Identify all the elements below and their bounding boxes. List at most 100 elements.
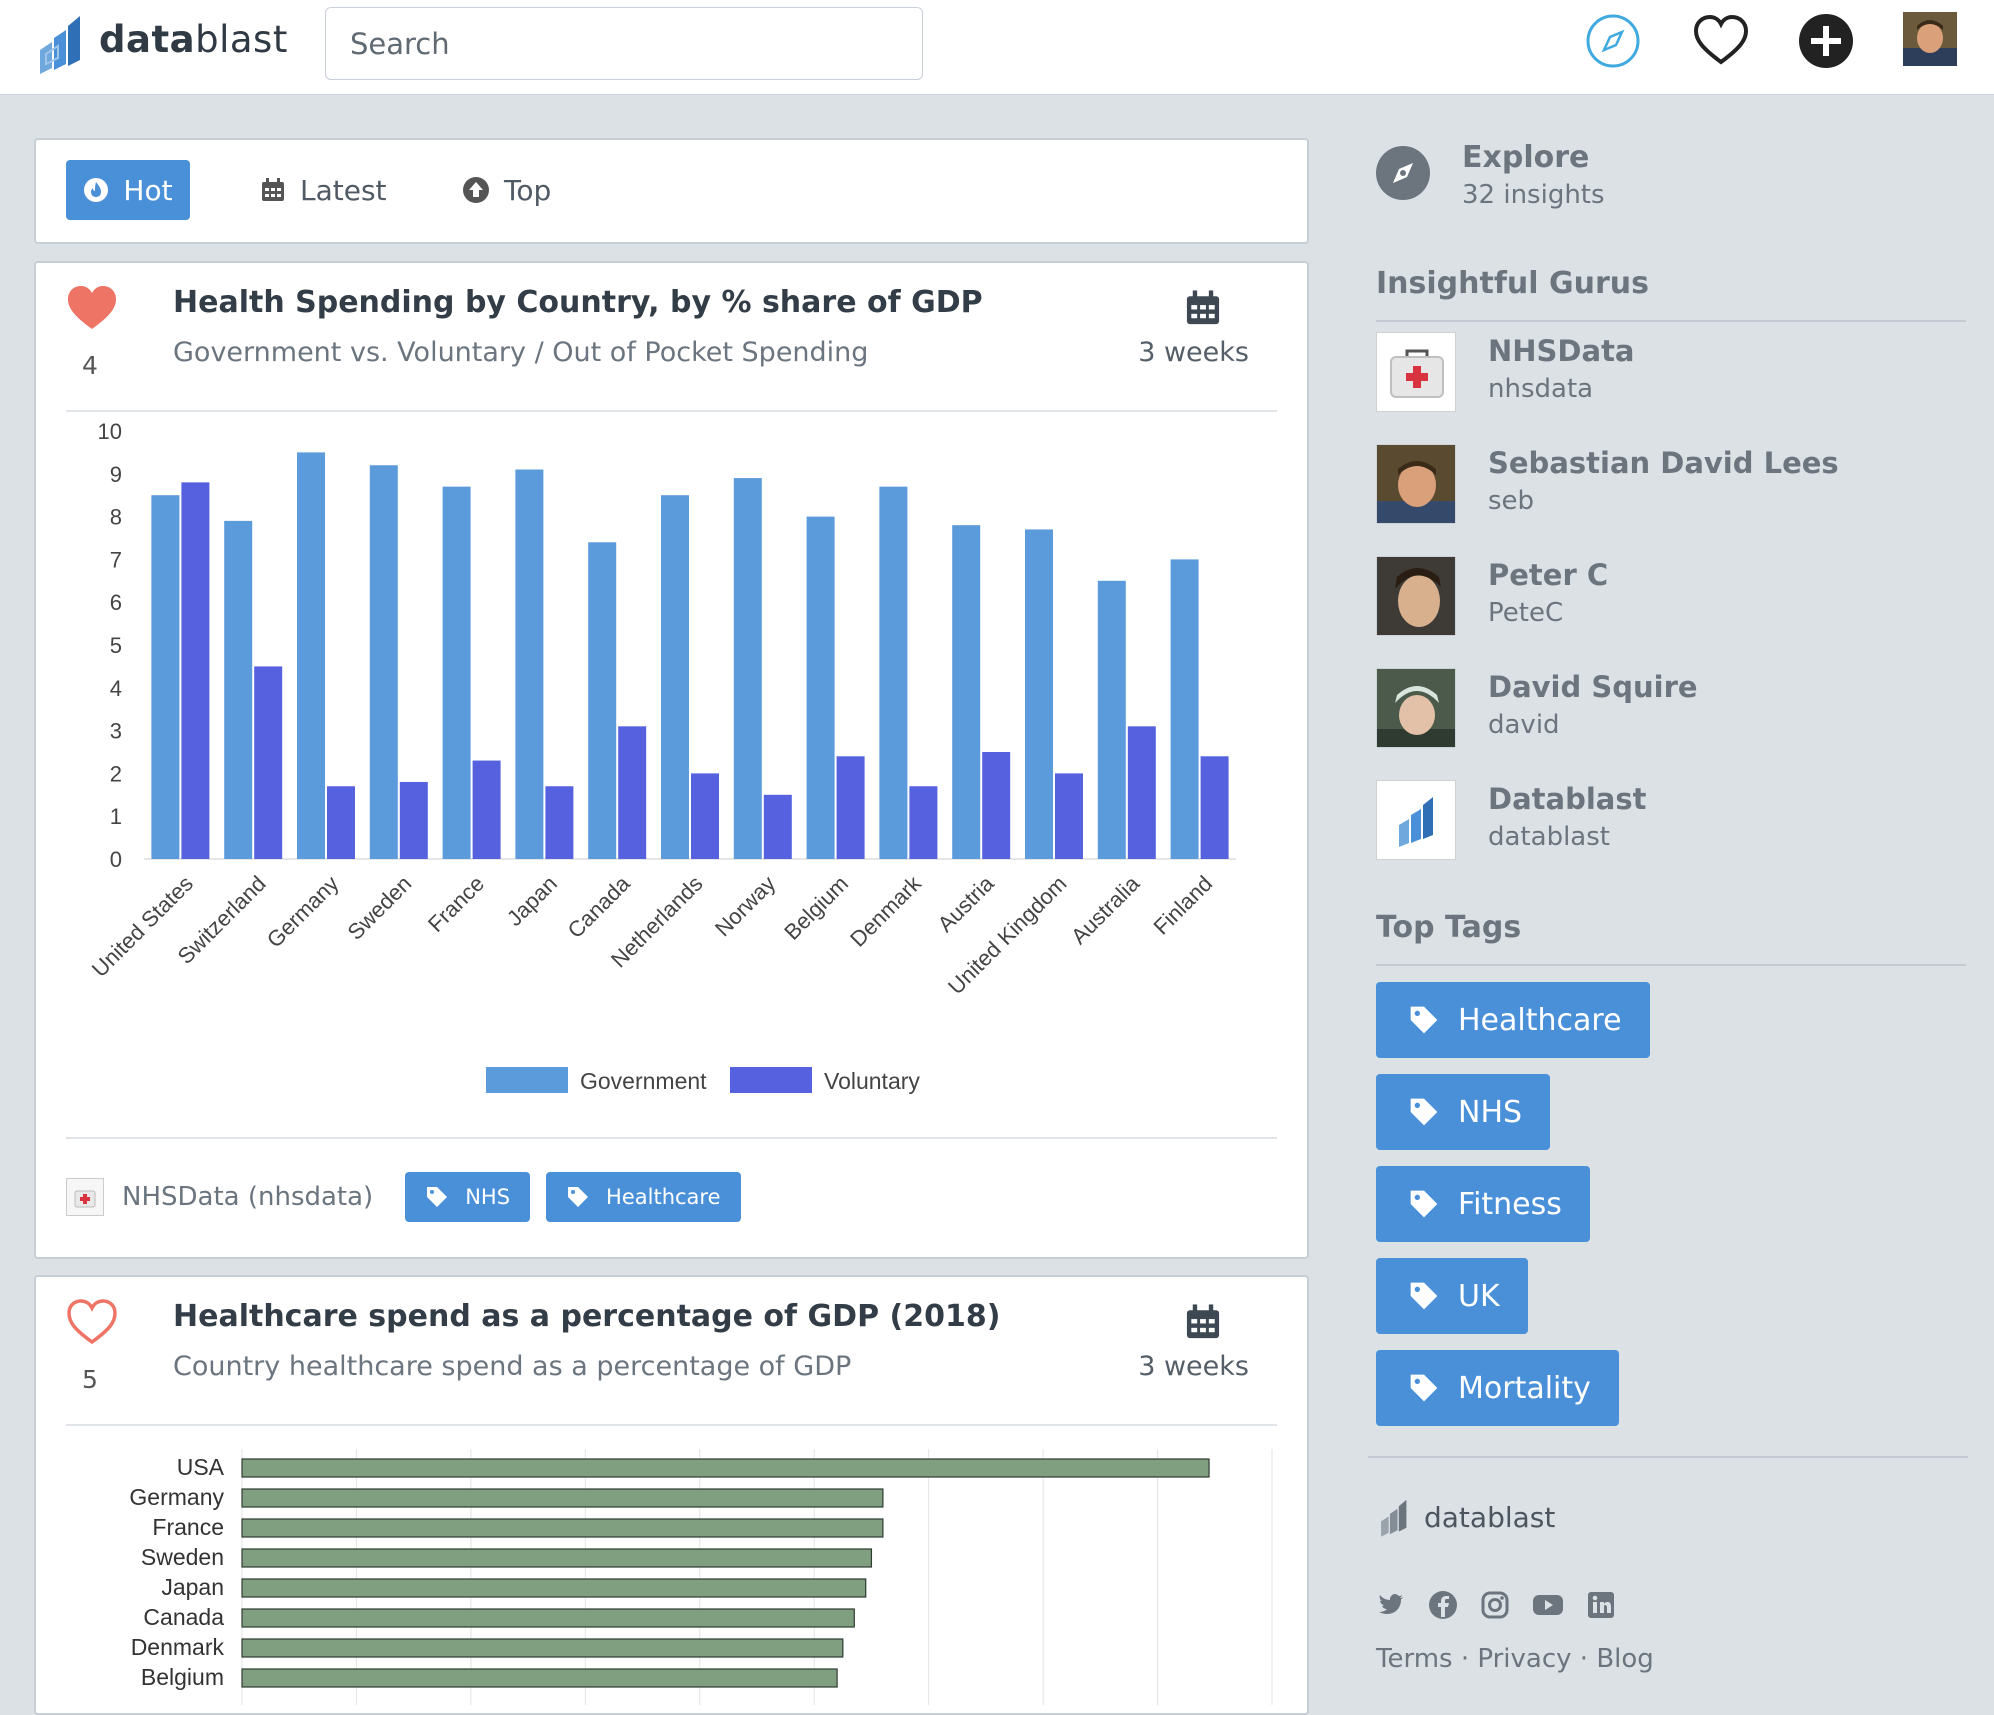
bar-voluntary[interactable] [836,756,865,859]
bar-government[interactable] [1025,529,1053,859]
card-subtitle: Country healthcare spend as a percentage… [173,1351,852,1382]
guru-name[interactable]: David Squire [1488,670,1698,704]
tag-nhs[interactable]: NHS [1376,1074,1551,1150]
guru-avatar[interactable] [1376,556,1456,636]
tag-healthcare[interactable]: Healthcare [1376,982,1650,1058]
tab-latest[interactable]: Latest [260,160,387,220]
guru-name[interactable]: Peter C [1488,558,1609,592]
insight-card[interactable]: 5 Healthcare spend as a percentage of GD… [34,1275,1309,1715]
legend-swatch[interactable] [486,1067,568,1093]
facebook-icon[interactable] [1428,1590,1458,1620]
insight-card[interactable]: 4 Health Spending by Country, by % share… [34,261,1309,1259]
bar-government[interactable] [297,452,325,859]
first-aid-icon [74,1190,96,1208]
bar-government[interactable] [588,542,617,859]
twitter-icon[interactable] [1376,1590,1406,1620]
bar-government[interactable] [442,486,471,859]
guru-item[interactable]: Sebastian David Lees seb [1376,444,1966,524]
x-tick-label: Austria [933,870,1000,937]
bar-voluntary[interactable] [618,726,647,859]
bar-government[interactable] [806,516,835,859]
footer-brand[interactable]: datablast [1376,1490,1555,1544]
datablast-logo-icon[interactable] [32,8,92,78]
bar-voluntary[interactable] [763,794,792,859]
guru-name[interactable]: Sebastian David Lees [1488,446,1839,480]
linkedin-icon[interactable] [1586,1590,1616,1620]
tag-healthcare[interactable]: Healthcare [546,1172,741,1222]
explore-title[interactable]: Explore [1462,140,1590,175]
guru-avatar[interactable] [1376,668,1456,748]
bar-voluntary[interactable] [691,773,719,859]
bar[interactable] [241,1488,884,1508]
first-aid-icon [1377,333,1455,411]
legend-label[interactable]: Government [580,1068,707,1094]
bar[interactable] [241,1548,873,1568]
guru-avatar[interactable] [1376,780,1456,860]
tag-fitness[interactable]: Fitness [1376,1166,1590,1242]
bar-government[interactable] [1170,559,1199,859]
bar[interactable] [241,1518,884,1538]
tab-hot-label: Hot [123,173,173,207]
guru-name[interactable]: Datablast [1488,782,1647,816]
bar-voluntary[interactable] [545,786,574,859]
guru-item[interactable]: Peter C PeteC [1376,556,1966,636]
user-avatar[interactable] [1903,12,1957,66]
bar[interactable] [241,1458,1210,1478]
card-title[interactable]: Healthcare spend as a percentage of GDP … [173,1299,1001,1334]
bar[interactable] [241,1668,838,1688]
instagram-icon[interactable] [1480,1590,1510,1620]
tag-nhs[interactable]: NHS [405,1172,531,1222]
search-input[interactable] [325,7,923,80]
legend-label[interactable]: Voluntary [824,1068,920,1094]
bar-voluntary[interactable] [254,666,283,859]
legend-swatch[interactable] [730,1067,812,1093]
youtube-icon[interactable] [1532,1590,1564,1620]
heart-filled-icon[interactable] [66,285,118,331]
bar-government[interactable] [952,525,981,859]
bar-voluntary[interactable] [1055,773,1083,859]
card-title[interactable]: Health Spending by Country, by % share o… [173,285,983,320]
bar-voluntary[interactable] [982,752,1011,859]
bar-government[interactable] [661,495,689,859]
bar-government[interactable] [1097,580,1126,859]
bar-voluntary[interactable] [399,781,428,859]
bar[interactable] [241,1578,867,1598]
terms-link[interactable]: Terms [1376,1644,1453,1674]
tag-uk[interactable]: UK [1376,1258,1528,1334]
bar-voluntary[interactable] [1127,726,1156,859]
blog-link[interactable]: Blog [1596,1644,1654,1674]
bar-voluntary[interactable] [909,786,938,859]
tab-top[interactable]: Top [462,160,551,220]
bar-government[interactable] [879,486,908,859]
bar-government[interactable] [515,469,544,859]
bar-government[interactable] [369,465,398,859]
author-name[interactable]: NHSData (nhsdata) [122,1182,374,1212]
bar-voluntary[interactable] [181,482,210,859]
guru-item[interactable]: David Squire david [1376,668,1966,748]
tag-mortality[interactable]: Mortality [1376,1350,1619,1426]
heart-outline-icon[interactable] [66,1299,118,1345]
guru-avatar[interactable] [1376,332,1456,412]
bar-voluntary[interactable] [1200,756,1229,859]
guru-avatar[interactable] [1376,444,1456,524]
guru-item[interactable]: NHSData nhsdata [1376,332,1966,412]
brand-name[interactable]: datablast [99,18,288,61]
bar[interactable] [241,1638,844,1658]
guru-name[interactable]: NHSData [1488,334,1635,368]
tab-hot[interactable]: Hot [66,160,190,220]
author-avatar[interactable] [66,1178,104,1216]
tags-heading: Top Tags [1376,910,1522,945]
bar-government[interactable] [151,495,180,859]
compass-icon[interactable] [1376,146,1430,200]
bar[interactable] [241,1608,855,1628]
x-tick-label: United States [87,871,198,982]
privacy-link[interactable]: Privacy [1477,1644,1572,1674]
plus-circle-icon[interactable] [1797,12,1855,70]
bar-voluntary[interactable] [472,760,501,859]
bar-government[interactable] [733,478,762,859]
compass-icon[interactable] [1584,12,1642,70]
guru-item[interactable]: Datablast datablast [1376,780,1966,860]
bar-voluntary[interactable] [327,786,355,859]
bar-government[interactable] [224,520,253,859]
heart-outline-icon[interactable] [1692,12,1750,70]
